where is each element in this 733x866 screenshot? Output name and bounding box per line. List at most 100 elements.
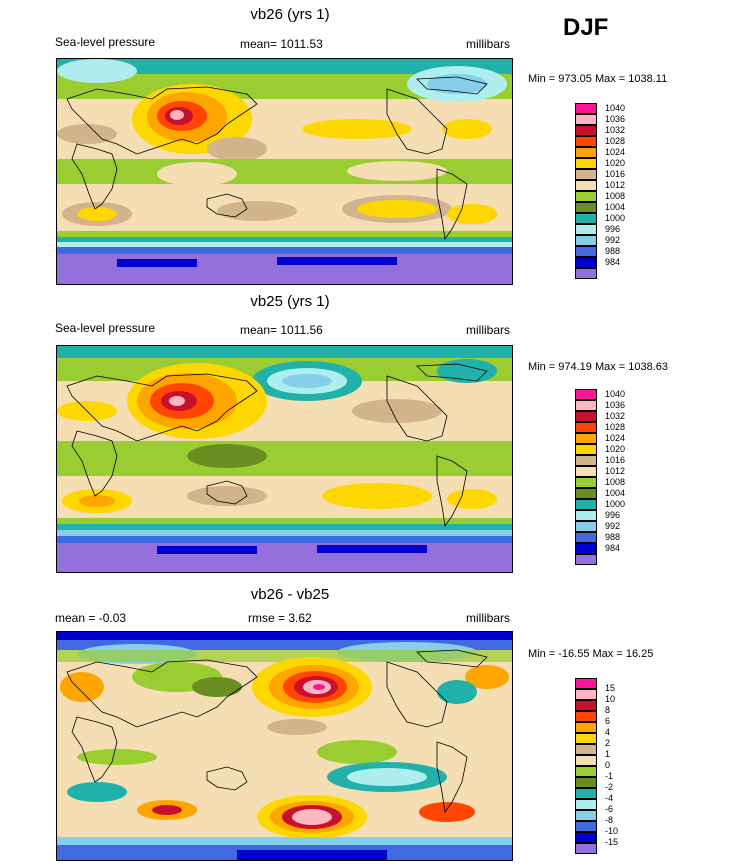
panel-3-minmax: Min = -16.55 Max = 16.25 [528,648,654,660]
panel-2-left-label: Sea-level pressure [55,321,156,335]
legend-label: 1040 [605,389,626,399]
legend-label: 984 [605,257,621,267]
legend-swatch [575,389,597,400]
legend-label: -6 [605,804,614,814]
legend-swatch [575,213,597,224]
legend-swatch [575,180,597,191]
legend-label: 2 [605,738,611,748]
legend-label: 1032 [605,411,626,421]
legend-label: 988 [605,246,621,256]
legend-label: 996 [605,224,621,234]
legend-swatch [575,191,597,202]
legend-swatch [575,510,597,521]
legend-swatch [575,799,597,810]
legend-swatch [575,466,597,477]
legend-swatch [575,810,597,821]
legend-label: 0 [605,760,611,770]
legend-swatch [575,235,597,246]
legend-swatch [575,268,597,279]
legend-label: 984 [605,543,621,553]
legend-swatch [575,678,597,689]
legend-label: 4 [605,727,611,737]
legend-swatch [575,843,597,854]
legend-label: 1016 [605,169,626,179]
panel-2-units-label: millibars [466,323,511,337]
legend-swatch [575,411,597,422]
legend-swatch [575,444,597,455]
legend-label: 992 [605,235,621,245]
legend-swatch [575,521,597,532]
panel-3-title: vb26 - vb25 [250,586,330,603]
legend-swatch [575,169,597,180]
legend-swatch [575,147,597,158]
legend-swatch [575,103,597,114]
panel-1-left-label: Sea-level pressure [55,35,156,49]
legend-swatch [575,722,597,733]
legend-swatch [575,711,597,722]
legend-swatch [575,532,597,543]
panel-3-mean-label: mean = -0.03 [55,611,127,625]
legend-label: 1000 [605,499,626,509]
legend-swatch [575,224,597,235]
legend-swatch [575,832,597,843]
legend-swatch [575,125,597,136]
legend-label: 10 [605,694,616,704]
legend-swatch [575,400,597,411]
panel-1-mean-label: mean= 1011.53 [240,37,323,51]
panel-2-minmax: Min = 974.19 Max = 1038.63 [528,361,669,373]
legend-label: 1004 [605,488,626,498]
legend-swatch [575,246,597,257]
legend-swatch [575,788,597,799]
panel-1-map [56,58,513,285]
legend-swatch [575,433,597,444]
legend-label: 8 [605,705,611,715]
legend-label: -4 [605,793,614,803]
legend-label: 1028 [605,422,626,432]
legend-swatch [575,689,597,700]
panel-1-title: vb26 (yrs 1) [250,6,330,23]
legend-swatch [575,543,597,554]
legend-label: 1024 [605,147,626,157]
legend-label: 992 [605,521,621,531]
legend-label: 996 [605,510,621,520]
legend-label: 15 [605,683,616,693]
legend-label: 1020 [605,444,626,454]
legend-label: 1016 [605,455,626,465]
legend-swatch [575,422,597,433]
legend-swatch [575,455,597,466]
legend-label: 1008 [605,477,626,487]
legend-label: 988 [605,532,621,542]
legend-label: 1020 [605,158,626,168]
legend-swatch [575,821,597,832]
legend-label: 1024 [605,433,626,443]
legend-label: 1032 [605,125,626,135]
legend-swatch [575,777,597,788]
legend-label: -15 [605,837,619,847]
legend-label: -2 [605,782,614,792]
legend-swatch [575,766,597,777]
legend-swatch [575,744,597,755]
legend-swatch [575,477,597,488]
legend-label: 1004 [605,202,626,212]
panel-1-minmax: Min = 973.05 Max = 1038.11 [528,73,668,85]
panel-2-mean-label: mean= 1011.56 [240,323,323,337]
legend-swatch [575,488,597,499]
legend-label: 1040 [605,103,626,113]
legend-label: 1036 [605,114,626,124]
legend-label: 1000 [605,213,626,223]
legend-label: 1036 [605,400,626,410]
panel-2-title: vb25 (yrs 1) [250,293,330,310]
legend-swatch [575,158,597,169]
legend-label: 1028 [605,136,626,146]
legend-label: -10 [605,826,619,836]
legend-swatch [575,499,597,510]
panel-3-map [56,631,513,861]
season-label: DJF [563,14,609,41]
panel-3-rmse-label: rmse = 3.62 [248,611,312,625]
legend-label: -1 [605,771,614,781]
legend-label: 6 [605,716,611,726]
legend-label: 1008 [605,191,626,201]
legend-swatch [575,114,597,125]
legend-swatch [575,202,597,213]
legend-swatch [575,554,597,565]
